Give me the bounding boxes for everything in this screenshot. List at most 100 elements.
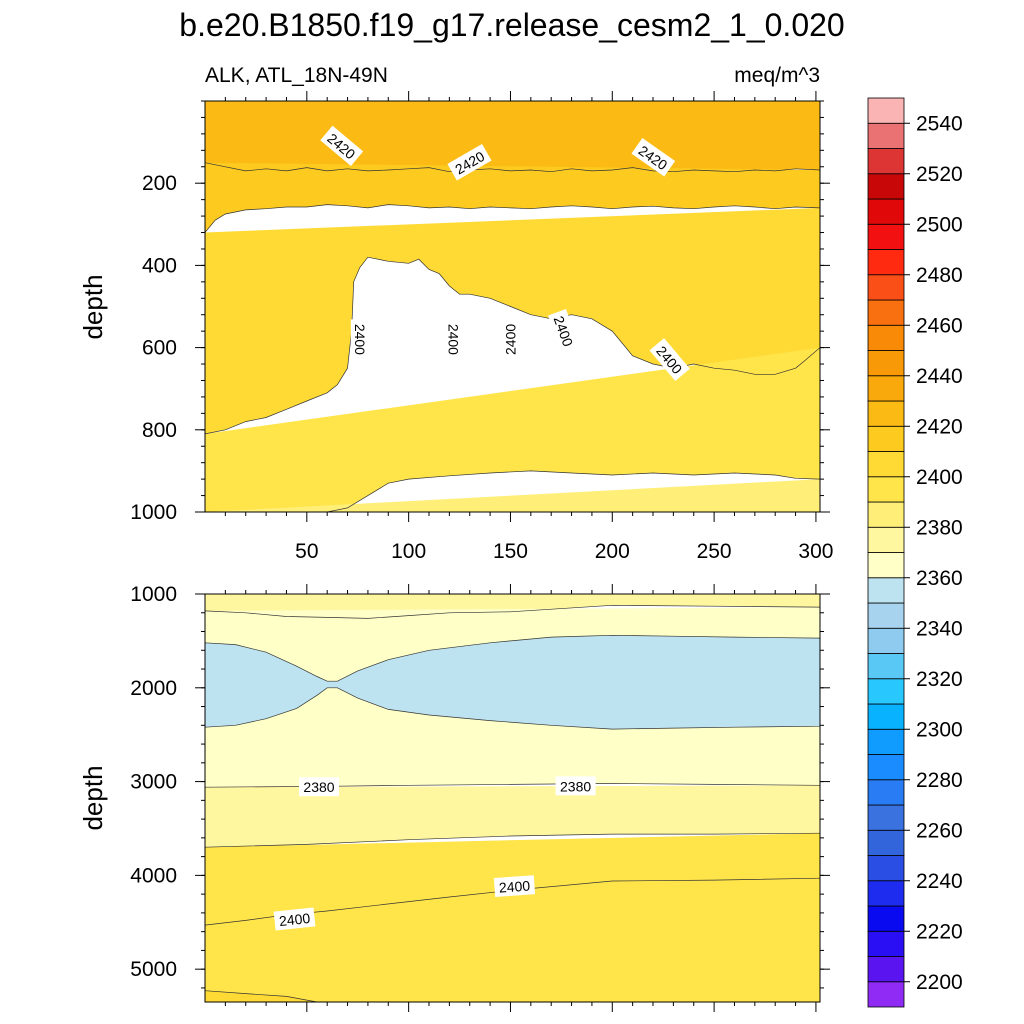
contour-label-bg — [320, 125, 364, 166]
colorbar-swatch-2270 — [867, 804, 905, 831]
lower-contour-label-1: 2380 — [555, 776, 596, 796]
colorbar-swatch-2440 — [867, 375, 905, 402]
colorbar-swatch-2210 — [867, 956, 905, 983]
colorbar-swatch-2380 — [867, 526, 905, 553]
colorbar-tick-label: 2320 — [916, 668, 963, 691]
upper-x-tick-label: 150 — [493, 540, 528, 563]
contour-label-text: 2400 — [278, 910, 311, 929]
upper-contour-line-1 — [205, 204, 820, 233]
upper-x-tick-label: 300 — [798, 540, 833, 563]
colorbar-swatch-2520 — [867, 173, 905, 200]
upper-contour-line-3 — [205, 470, 820, 512]
upper-x-tick-label: 100 — [391, 540, 426, 563]
contour-label-bg — [299, 777, 339, 797]
colorbar-swatch-2460 — [867, 324, 905, 351]
colorbar-swatch-2250 — [867, 855, 905, 882]
colorbar-swatch-2280 — [867, 779, 905, 806]
colorbar-tick-label: 2220 — [916, 920, 963, 943]
lower-y-tick-label: 2000 — [130, 677, 177, 700]
lower-ylabel: depth — [78, 765, 108, 830]
colorbar-swatch-2260 — [867, 829, 905, 856]
colorbar-tick-label: 2260 — [916, 819, 963, 842]
colorbar-swatch-2350 — [867, 602, 905, 629]
lower-y-tick-label: 4000 — [130, 864, 177, 887]
colorbar-swatch-2390 — [867, 501, 905, 528]
contour-label-bg — [649, 338, 690, 382]
upper-y-tick-label: 200 — [142, 172, 177, 195]
colorbar-swatch-2300 — [867, 728, 905, 755]
contour-label-bg — [493, 875, 536, 897]
colorbar-swatch-2510 — [867, 198, 905, 225]
colorbar-swatch-2410 — [867, 451, 905, 478]
colorbar-swatch-2540 — [867, 122, 905, 149]
contour-label-bg — [447, 144, 492, 181]
contour-label-bg — [500, 319, 520, 360]
colorbar-swatch-2340 — [867, 627, 905, 654]
colorbar-tick-label: 2500 — [916, 213, 963, 236]
lower-contour-line-2 — [205, 832, 820, 848]
colorbar-swatch-2370 — [867, 552, 905, 579]
contour-label-bg — [548, 308, 580, 354]
contour-label-bg — [555, 776, 596, 796]
upper-contour-label-3: 2400 — [350, 319, 370, 360]
colorbar-tick-label: 2200 — [916, 971, 963, 994]
lower-y-tick-label: 1000 — [130, 583, 177, 606]
lower-contour-line-0 — [205, 604, 820, 619]
upper-contour-label-0: 2420 — [320, 125, 364, 166]
lower-contour-label-3: 2400 — [493, 875, 536, 897]
colorbar-tick-label: 2440 — [916, 365, 963, 388]
colorbar-swatch-2400 — [867, 476, 905, 503]
colorbar-swatch-2310 — [867, 703, 905, 730]
colorbar-swatch-2470 — [867, 299, 905, 326]
colorbar-swatch-2500 — [867, 223, 905, 250]
contour-label-bg — [444, 319, 464, 360]
lower-band-2390-2 — [205, 785, 820, 848]
upper-x-tick-label: 200 — [595, 540, 630, 563]
lower-blue-region — [205, 634, 820, 730]
colorbar-swatch-2360 — [867, 577, 905, 604]
upper-y-tick-label: 400 — [142, 254, 177, 277]
colorbar-swatch-2200 — [867, 981, 905, 1008]
upper-band-2430-0 — [205, 101, 820, 172]
contour-label-text: 2400 — [498, 878, 530, 896]
lower-deep-band — [205, 990, 317, 1002]
contour-label-text: 2400 — [445, 324, 461, 355]
upper-contour-label-4: 2400 — [444, 319, 464, 360]
upper-contour-label-5: 2400 — [500, 319, 520, 360]
lower-contour-label-0: 2380 — [299, 777, 339, 797]
lower-contour-panel: 2380 2380 2400 2400 1000 2000 3000 4000 5000 — [130, 583, 830, 1012]
colorbar-swatch-2430 — [867, 400, 905, 427]
colorbar-swatch-2480 — [867, 274, 905, 301]
lower-y-tick-label: 5000 — [130, 958, 177, 981]
colorbar-tick-label: 2480 — [916, 264, 963, 287]
subtitle-right: meq/m^3 — [734, 64, 820, 87]
colorbar-swatch-2420 — [867, 425, 905, 452]
contour-label-text: 2380 — [303, 779, 334, 795]
contour-label-text: 2400 — [352, 324, 368, 355]
colorbar-tick-label: 2280 — [916, 769, 963, 792]
contour-label-bg — [631, 138, 676, 177]
contour-label-bg — [350, 319, 370, 360]
upper-contour-line-0 — [205, 162, 820, 173]
colorbar-swatch-2330 — [867, 653, 905, 680]
colorbar-swatch-2240 — [867, 880, 905, 907]
lower-fills — [205, 594, 820, 1002]
colorbar-tick-label: 2420 — [916, 415, 963, 438]
lower-y-tick-label: 3000 — [130, 771, 177, 794]
colorbar-tick-label: 2460 — [916, 314, 963, 337]
upper-fills — [205, 101, 820, 512]
upper-band-2400-3 — [205, 347, 820, 512]
colorbar-swatch-2290 — [867, 754, 905, 781]
colorbar-swatch-2220 — [867, 930, 905, 957]
colorbar-tick-label: 2300 — [916, 718, 963, 741]
colorbar-swatch-2490 — [867, 249, 905, 276]
colorbar-tick-label: 2360 — [916, 567, 963, 590]
lower-contour-label-2: 2400 — [273, 907, 316, 931]
colorbar-swatch-2230 — [867, 905, 905, 932]
colorbar-tick-label: 2520 — [916, 163, 963, 186]
figure-title: b.e20.B1850.f19_g17.release_cesm2_1_0.02… — [179, 7, 844, 43]
upper-frame — [204, 100, 821, 513]
upper-x-tick-label: 50 — [295, 540, 318, 563]
lower-band-2400-3 — [205, 833, 820, 1002]
